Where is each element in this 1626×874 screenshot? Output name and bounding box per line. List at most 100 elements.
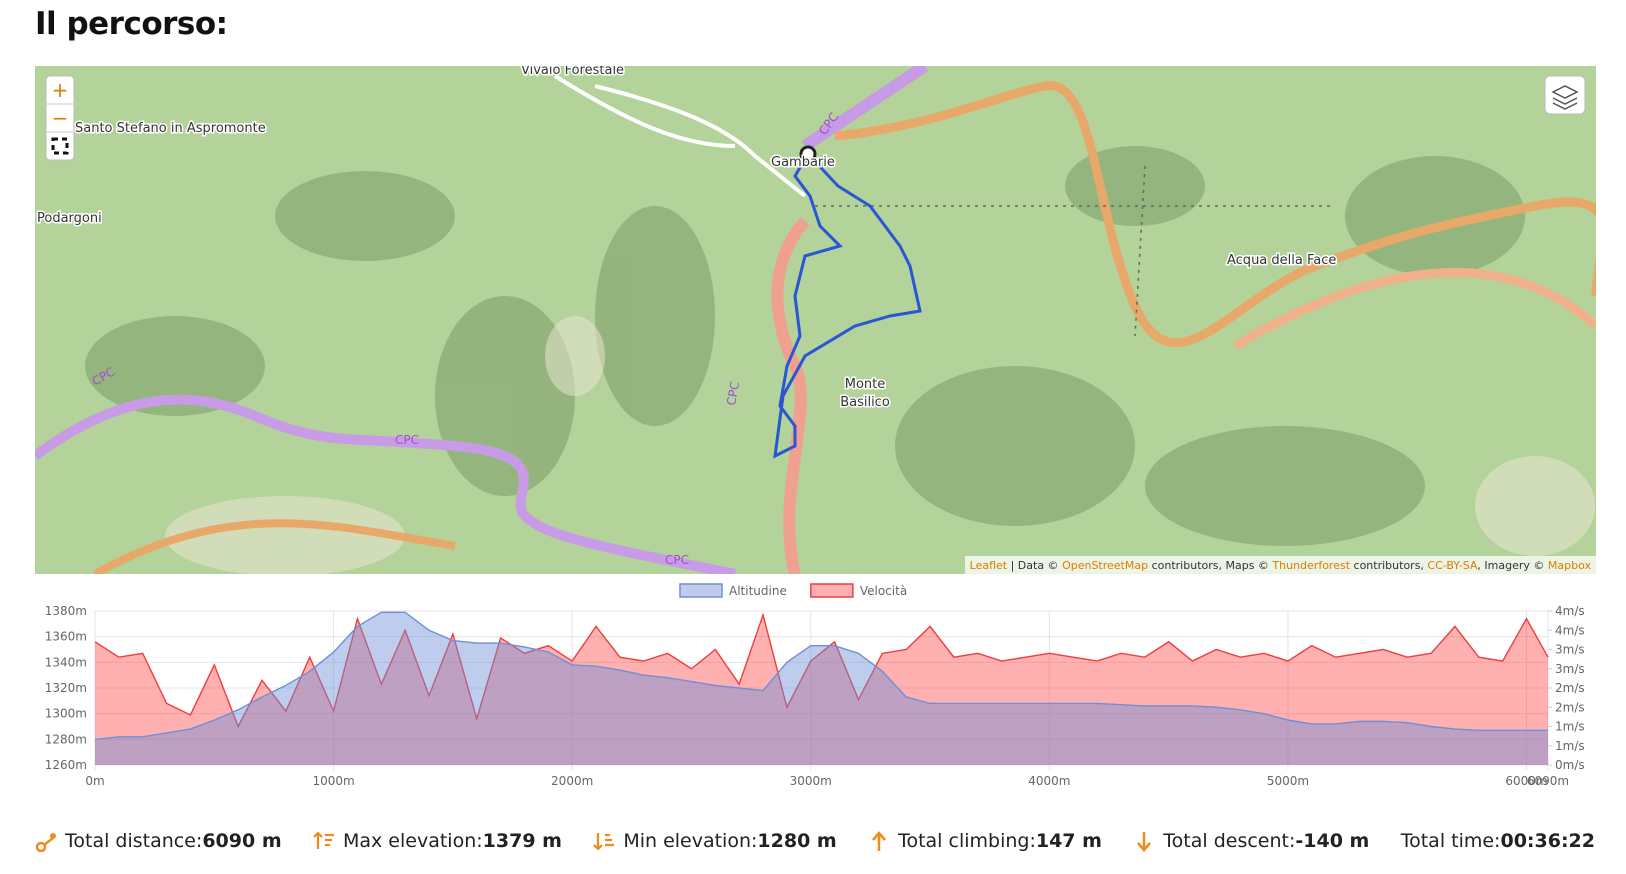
section-title: Il percorso: xyxy=(35,6,228,42)
fullscreen-button[interactable] xyxy=(51,137,69,155)
route xyxy=(773,152,922,459)
map-label: Basilico xyxy=(840,395,890,410)
road xyxy=(1232,268,1596,350)
y2-tick-label: 1m/s xyxy=(1555,739,1585,753)
stat-text: Total descent:-140 m xyxy=(1163,830,1369,852)
clearings xyxy=(165,316,1595,574)
x-tick-label: 6090m xyxy=(1527,774,1569,788)
stat-text: Max elevation:1379 m xyxy=(343,830,562,852)
road-ref: CPC xyxy=(665,553,689,567)
y2-tick-label: 3m/s xyxy=(1555,643,1585,657)
stat: Min elevation:1280 m xyxy=(593,830,837,852)
y-tick-label: 1320m xyxy=(45,681,87,695)
link[interactable]: Mapbox xyxy=(1548,559,1592,572)
stat-icon xyxy=(313,831,334,849)
layers-control[interactable] xyxy=(1544,75,1586,115)
link[interactable]: CC-BY-SA xyxy=(1427,559,1477,572)
text: | Data © xyxy=(1011,559,1059,572)
stat-value: 1379 m xyxy=(482,830,562,852)
stats: Total distance:6090 m Max elevation:1379 … xyxy=(35,830,1595,852)
stat-value: 6090 m xyxy=(202,830,282,852)
link[interactable]: Thunderforest xyxy=(1271,559,1350,572)
x-tick-label: 3000m xyxy=(790,774,832,788)
stat-value: 00:36:22 xyxy=(1500,830,1595,852)
link[interactable]: Leaflet xyxy=(970,559,1008,572)
stat-text: Total distance:6090 m xyxy=(65,830,282,852)
y2-tick-label: 1m/s xyxy=(1555,720,1585,734)
stat: Max elevation:1379 m xyxy=(313,830,562,852)
stat-label: Min elevation: xyxy=(623,830,758,852)
y2-tick-label: 3m/s xyxy=(1555,662,1585,676)
stat-value: -140 m xyxy=(1295,830,1370,852)
stat-text: Total time:00:36:22 xyxy=(1401,830,1595,852)
stat: Total descent:-140 m xyxy=(1133,830,1369,852)
text: , Imagery © xyxy=(1477,559,1544,572)
road xyxy=(553,74,807,198)
x-tick-label: 2000m xyxy=(551,774,593,788)
road xyxy=(93,519,456,574)
y-tick-label: 1340m xyxy=(45,655,87,669)
legend-swatch xyxy=(810,583,854,598)
zoom-control: + − xyxy=(45,75,75,161)
map-label: Vivaio Forestale xyxy=(521,66,624,78)
map-label: Podargoni xyxy=(37,211,102,226)
stat: Total distance:6090 m xyxy=(35,830,282,852)
map[interactable]: Vivaio Forestale Santo Stefano in Asprom… xyxy=(35,66,1596,574)
y-tick-label: 1300m xyxy=(45,707,87,721)
route-start xyxy=(799,145,817,163)
stat-text: Total climbing:147 m xyxy=(898,830,1102,852)
stat-icon xyxy=(1137,832,1152,852)
legend-swatch xyxy=(679,583,723,598)
text: contributors, Maps © xyxy=(1152,559,1269,572)
series-line xyxy=(94,612,1549,729)
y-tick-label: 1280m xyxy=(45,732,87,746)
stat-label: Total descent: xyxy=(1163,830,1296,852)
attribution-bg xyxy=(965,556,1596,574)
y-tick-label: 1360m xyxy=(45,630,87,644)
area-fill xyxy=(95,612,1548,765)
legend-label: Altitudine xyxy=(729,584,787,598)
stat-icon xyxy=(872,831,887,851)
y2-tick-label: 2m/s xyxy=(1555,700,1585,714)
road xyxy=(35,394,736,574)
x-tick-label: 1000m xyxy=(312,774,354,788)
stat-icon xyxy=(593,833,615,851)
x-tick-label: 0m xyxy=(85,774,104,788)
attribution: Leaflet | Data © OpenStreetMap contribut… xyxy=(970,559,1592,572)
road xyxy=(771,217,810,574)
hill-shading xyxy=(85,146,1525,546)
stat-label: Max elevation: xyxy=(342,830,483,852)
y2-tick-label: 2m/s xyxy=(1555,681,1585,695)
stat-value: 147 m xyxy=(1035,830,1102,852)
zoom-in[interactable]: + xyxy=(52,78,69,102)
y2-tick-label: 4m/s xyxy=(1555,623,1585,637)
road xyxy=(801,66,929,151)
x-tick-label: 6000m xyxy=(1505,774,1547,788)
zoom-out[interactable]: − xyxy=(52,106,69,130)
stat-text: Min elevation:1280 m xyxy=(623,830,836,852)
legend-item[interactable]: Velocità xyxy=(810,583,907,598)
y2-tick-label: 0m/s xyxy=(1555,758,1585,772)
elevation-chart: 1260m 1280m 1300m 1320m 1340m 1360m 1380m 0m/s 1… xyxy=(45,583,1585,788)
stat-label: Total distance: xyxy=(65,830,203,852)
stat-label: Total climbing: xyxy=(898,830,1036,852)
stat-label: Total time: xyxy=(1400,830,1501,852)
map-label: Acqua della Face xyxy=(1227,253,1336,268)
text: contributors, xyxy=(1354,559,1424,572)
stat-value: 1280 m xyxy=(757,830,837,852)
y-tick-label: 1380m xyxy=(45,604,87,618)
series-line xyxy=(94,611,1548,741)
map-label: Monte xyxy=(845,377,886,392)
legend-item[interactable]: Altitudine xyxy=(679,583,787,598)
stat-icon xyxy=(35,833,56,852)
y-tick-label: 1260m xyxy=(45,758,87,772)
road-ref: CPC xyxy=(724,380,742,406)
link[interactable]: OpenStreetMap xyxy=(1062,559,1148,572)
x-tick-label: 5000m xyxy=(1267,774,1309,788)
map-label: Santo Stefano in Aspromonte xyxy=(75,121,266,136)
area-fill xyxy=(95,614,1548,765)
stat: Total climbing:147 m xyxy=(868,830,1102,852)
road xyxy=(834,81,1596,348)
road-ref: CPC xyxy=(395,433,419,447)
